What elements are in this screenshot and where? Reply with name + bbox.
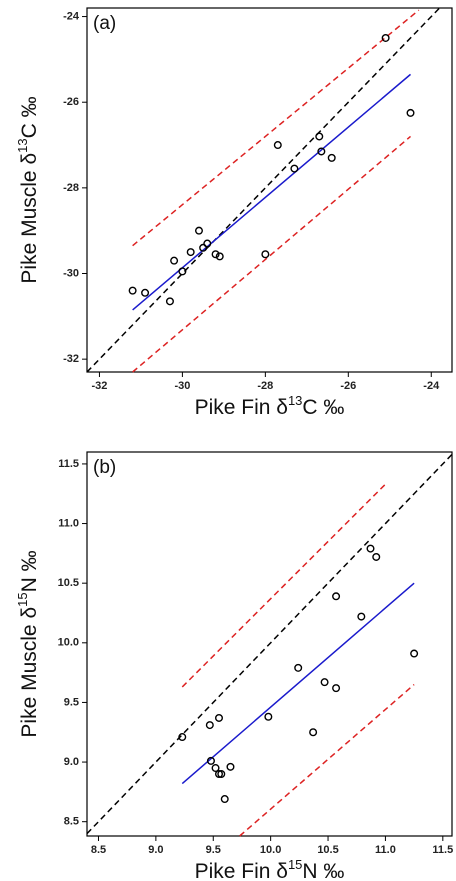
data-point bbox=[294, 663, 303, 672]
data-point bbox=[194, 226, 203, 235]
plot-frame bbox=[86, 7, 453, 373]
panel-label: (a) bbox=[93, 13, 116, 34]
data-point bbox=[178, 267, 187, 276]
x-axis-label-part: 15 bbox=[288, 857, 302, 872]
data-point bbox=[220, 795, 229, 804]
data-point bbox=[381, 33, 390, 42]
y-tick-label: 8.5 bbox=[64, 816, 79, 828]
data-point bbox=[211, 250, 220, 259]
data-point bbox=[357, 612, 366, 621]
fit-line bbox=[181, 483, 386, 688]
y-tick-label: 10.0 bbox=[58, 637, 79, 649]
x-tick-label: -32 bbox=[91, 380, 107, 392]
data-point bbox=[290, 164, 299, 173]
data-point bbox=[128, 286, 137, 295]
x-tick-label: -24 bbox=[423, 380, 440, 392]
x-tick-label: 9.5 bbox=[206, 844, 221, 856]
x-axis-label-part: 13 bbox=[288, 393, 302, 408]
y-axis-label-part: N ‰ bbox=[18, 550, 41, 592]
y-axis-label-part: Pike Muscle δ bbox=[18, 153, 41, 284]
data-point bbox=[332, 592, 341, 601]
data-point bbox=[211, 764, 220, 773]
data-point bbox=[273, 141, 282, 150]
y-axis-label-part: 13 bbox=[15, 138, 30, 152]
y-axis-label-part: C ‰ bbox=[18, 96, 41, 138]
x-axis-label-part: Pike Fin δ bbox=[195, 860, 288, 881]
fit-line bbox=[86, 7, 441, 373]
data-point bbox=[410, 649, 419, 658]
y-tick-label: 11.0 bbox=[58, 517, 79, 529]
x-tick-label: -26 bbox=[340, 380, 356, 392]
x-tick-label: 11.5 bbox=[432, 844, 453, 856]
fit-line bbox=[86, 453, 453, 835]
data-point bbox=[141, 288, 150, 297]
fit-line bbox=[132, 135, 412, 373]
data-point bbox=[205, 721, 214, 730]
y-axis-label: Pike Muscle δ15N ‰ bbox=[15, 550, 41, 737]
x-tick-label: 10.5 bbox=[317, 844, 338, 856]
x-axis-label-part: Pike Fin δ bbox=[195, 396, 288, 419]
y-tick-label: -32 bbox=[63, 353, 79, 365]
data-point bbox=[178, 733, 187, 742]
y-tick-label: -24 bbox=[63, 10, 80, 22]
x-axis-label-part: N ‰ bbox=[302, 860, 344, 881]
x-axis-label-part: C ‰ bbox=[302, 396, 344, 419]
plot-frame bbox=[86, 451, 453, 837]
data-point bbox=[327, 153, 336, 162]
data-point bbox=[186, 248, 195, 257]
data-point bbox=[214, 769, 223, 778]
data-point bbox=[317, 147, 326, 156]
data-point bbox=[203, 239, 212, 248]
x-axis-label: Pike Fin δ15N ‰ bbox=[195, 857, 345, 881]
y-tick-label: 10.5 bbox=[58, 577, 79, 589]
x-tick-label: 8.5 bbox=[91, 844, 106, 856]
data-point bbox=[315, 132, 324, 141]
x-tick-label: 9.0 bbox=[148, 844, 163, 856]
data-point bbox=[309, 728, 318, 737]
y-tick-label: 9.0 bbox=[64, 756, 79, 768]
fit-line bbox=[239, 683, 415, 837]
data-point bbox=[332, 684, 341, 693]
data-point bbox=[366, 544, 375, 553]
data-point bbox=[165, 297, 174, 306]
data-point bbox=[372, 552, 381, 561]
data-point bbox=[206, 756, 215, 765]
data-point bbox=[217, 769, 226, 778]
data-point bbox=[214, 713, 223, 722]
data-point bbox=[264, 712, 273, 721]
data-point bbox=[406, 108, 415, 117]
y-tick-label: -30 bbox=[63, 267, 79, 279]
y-tick-label: -28 bbox=[63, 182, 79, 194]
data-point bbox=[226, 762, 235, 771]
y-tick-label: 11.5 bbox=[58, 458, 79, 470]
x-tick-label: 10.0 bbox=[260, 844, 281, 856]
x-tick-label: -30 bbox=[174, 380, 190, 392]
y-axis-label-part: 15 bbox=[15, 592, 30, 606]
x-axis-label: Pike Fin δ13C ‰ bbox=[195, 393, 345, 419]
data-point bbox=[320, 678, 329, 687]
fit-line bbox=[181, 582, 415, 785]
y-axis-label-part: Pike Muscle δ bbox=[18, 607, 41, 738]
y-axis-label: Pike Muscle δ13C ‰ bbox=[15, 96, 41, 283]
x-tick-label: 11.0 bbox=[375, 844, 396, 856]
fit-line bbox=[132, 73, 412, 311]
data-point bbox=[215, 252, 224, 261]
y-tick-label: 9.5 bbox=[64, 696, 79, 708]
data-point bbox=[170, 256, 179, 265]
fit-line bbox=[132, 9, 420, 247]
panel-label: (b) bbox=[93, 457, 116, 478]
data-point bbox=[261, 250, 270, 259]
data-point bbox=[199, 243, 208, 252]
y-tick-label: -26 bbox=[63, 96, 79, 108]
x-tick-label: -28 bbox=[257, 380, 273, 392]
